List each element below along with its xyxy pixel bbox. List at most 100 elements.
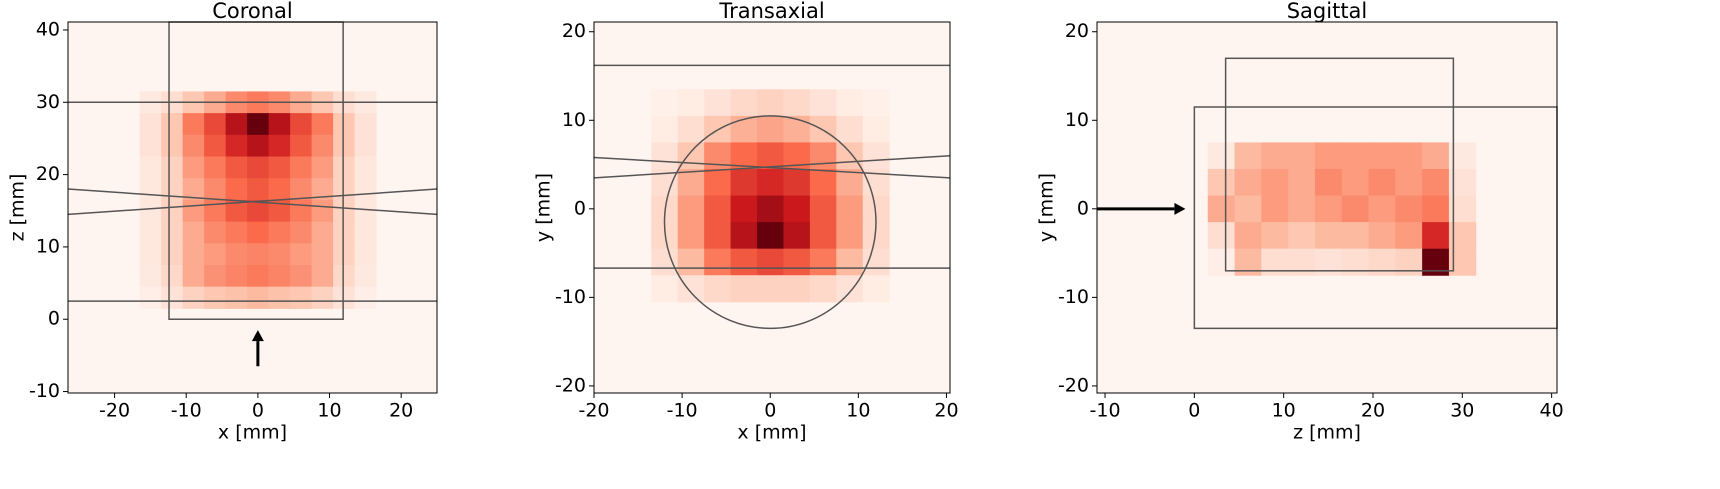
y-tick-label: -10 xyxy=(1058,286,1089,308)
heatmap-cell xyxy=(1395,168,1423,197)
heatmap-cell xyxy=(1368,195,1396,223)
x-tick-label: -20 xyxy=(578,400,609,422)
heatmap-cell xyxy=(268,178,291,201)
y-tick-label: 40 xyxy=(36,18,60,40)
heatmap-cell xyxy=(809,142,837,170)
heatmap-cell xyxy=(651,115,679,143)
heatmap-cell xyxy=(247,199,270,223)
y-axis-label: y [mm] xyxy=(1036,173,1058,242)
heatmap-cell xyxy=(1341,168,1370,197)
heatmap-cell xyxy=(268,156,291,179)
heatmap-cell xyxy=(139,178,162,201)
heatmap-cell xyxy=(354,178,377,201)
x-tick-label: 20 xyxy=(1361,400,1385,422)
heatmap-cell xyxy=(1261,248,1289,276)
heatmap-cell xyxy=(1234,195,1262,223)
heatmap-cell xyxy=(783,89,811,117)
y-tick-label: 0 xyxy=(574,197,586,219)
heatmap-cell xyxy=(268,286,291,309)
heatmap-cell xyxy=(783,168,811,197)
heatmap-cell xyxy=(1314,222,1343,250)
heatmap-cell xyxy=(354,264,377,288)
heatmap-cell xyxy=(161,221,184,244)
y-tick-label: 20 xyxy=(36,163,60,185)
heatmap-cell xyxy=(182,113,205,136)
axes-frame xyxy=(67,21,438,394)
heatmap-cell xyxy=(783,115,811,143)
heatmap-cell xyxy=(311,178,334,201)
heatmap-cell xyxy=(1395,142,1423,170)
chart-title: Coronal xyxy=(212,0,293,23)
heatmap-cell xyxy=(730,89,758,117)
heatmap-cell xyxy=(1395,248,1423,276)
heatmap-cell xyxy=(290,113,313,136)
heatmap-cell xyxy=(182,178,205,201)
x-tick-label: -20 xyxy=(99,400,130,422)
heatmap-cell xyxy=(1261,222,1289,250)
heatmap-cell xyxy=(704,248,732,276)
heatmap-cell xyxy=(1368,168,1396,197)
heatmap-cell xyxy=(311,199,334,223)
heatmap-cell xyxy=(182,199,205,223)
heatmap-cell xyxy=(225,199,248,223)
overlay-line xyxy=(593,156,951,179)
y-tick-label: 0 xyxy=(48,308,60,330)
heatmap-cell xyxy=(354,221,377,244)
heatmap-cell xyxy=(836,89,864,117)
heatmap-cell xyxy=(651,89,679,117)
heatmap-cell xyxy=(225,286,248,309)
heatmap-cell xyxy=(139,264,162,288)
heatmap-cell xyxy=(182,286,205,309)
chart-title: Transaxial xyxy=(718,0,824,23)
y-tick-label: 10 xyxy=(562,109,586,131)
heatmap-cell xyxy=(333,134,356,158)
x-tick-label: 20 xyxy=(934,400,958,422)
x-axis-label: x [mm] xyxy=(737,422,806,444)
overlay-rect xyxy=(1224,57,1455,272)
heatmap-cell xyxy=(139,221,162,244)
heatmap-cell xyxy=(182,221,205,244)
heatmap-cell xyxy=(809,168,837,197)
heatmap-cell xyxy=(333,113,356,136)
heatmap-cell xyxy=(225,221,248,244)
heatmap-cell xyxy=(290,221,313,244)
heatmap-cell xyxy=(704,89,732,117)
heatmap-cell xyxy=(757,142,784,170)
heatmap-cell xyxy=(1261,142,1289,170)
heatmap-cell xyxy=(1288,168,1316,197)
heatmap-cell xyxy=(139,134,162,158)
heatmap-cell xyxy=(204,199,227,223)
x-tick-label: 0 xyxy=(764,400,776,422)
heatmap-cell xyxy=(290,156,313,179)
heatmap-cell xyxy=(809,275,837,303)
heatmap-cell xyxy=(1341,222,1370,250)
heatmap-cell xyxy=(204,243,227,266)
heatmap-cell xyxy=(1314,142,1343,170)
heatmap-cell xyxy=(139,243,162,266)
heatmap-cell xyxy=(677,115,705,143)
x-tick-label: 0 xyxy=(252,400,264,422)
heatmap-cell xyxy=(730,168,758,197)
heatmap-cell xyxy=(204,178,227,201)
heatmap-cell xyxy=(333,221,356,244)
heatmap-cell xyxy=(809,222,837,250)
heatmap-cell xyxy=(290,199,313,223)
y-tick-label: -10 xyxy=(29,380,60,402)
heatmap-cell xyxy=(1288,142,1316,170)
heatmap-cell xyxy=(1341,142,1370,170)
heatmap-cell xyxy=(704,168,732,197)
y-tick-label: 20 xyxy=(1065,20,1089,42)
heatmap-cell xyxy=(139,286,162,309)
heatmap-cell xyxy=(651,248,679,276)
heatmap-cell xyxy=(204,264,227,288)
heatmap-cell xyxy=(204,134,227,158)
heatmap-cell xyxy=(1234,248,1262,276)
arrow-head xyxy=(1174,202,1186,215)
x-tick-label: 10 xyxy=(846,400,870,422)
heatmap-cell xyxy=(290,134,313,158)
heatmap-cell xyxy=(268,199,291,223)
heatmap-cell xyxy=(311,286,334,309)
heatmap-cell xyxy=(161,264,184,288)
heatmap-cell xyxy=(161,286,184,309)
heatmap-cell xyxy=(268,134,291,158)
